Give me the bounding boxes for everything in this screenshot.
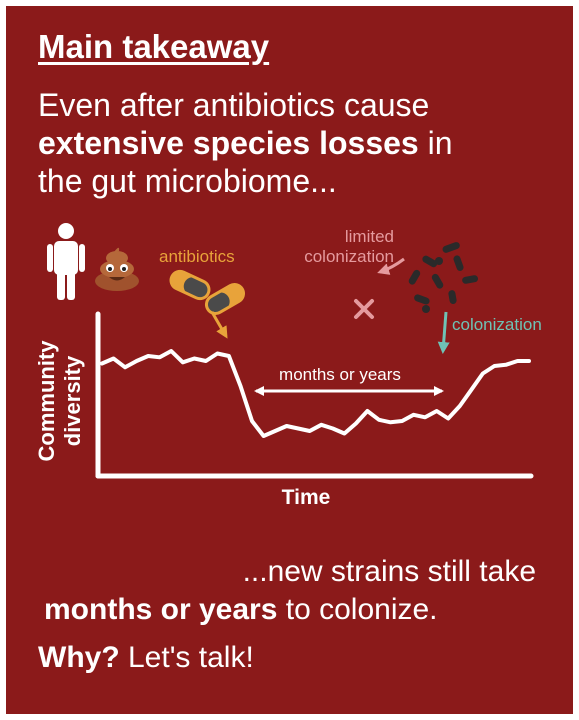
bacteria-icon	[408, 242, 479, 313]
blocked-x-icon	[354, 299, 374, 319]
person-icon	[47, 223, 85, 300]
limited-label-line-2: colonization	[304, 247, 394, 266]
intro-line-2-rest: in	[418, 125, 453, 161]
antibiotics-label: antibiotics	[159, 247, 235, 266]
outro-line-3: Why? Let's talk!	[38, 640, 254, 676]
diversity-diagram: antibiotics limited colonization	[34, 223, 542, 509]
x-axis-label: Time	[282, 486, 331, 509]
colonization-label: colonization	[452, 315, 542, 334]
intro-line-3: the gut microbiome...	[38, 163, 337, 199]
intro-bold-phrase: extensive species losses	[38, 125, 419, 161]
colonization-arrow	[437, 311, 450, 354]
heading: Main takeaway	[38, 28, 270, 65]
pill-icon	[169, 269, 246, 315]
y-axis-label-line-1: Community	[34, 340, 59, 462]
outro-bold-phrase: months or years	[44, 593, 278, 626]
diversity-series-line	[100, 349, 531, 438]
y-axis-label-line-2: diversity	[60, 355, 85, 446]
outro-line-2-rest: to colonize.	[277, 593, 438, 626]
antibiotics-arrow	[210, 311, 228, 339]
intro-line-2: extensive species losses in	[38, 124, 453, 162]
takeaway-card: Main takeaway Even after antibiotics cau…	[6, 6, 573, 714]
outro-line-2: months or years to colonize.	[44, 592, 438, 628]
stool-icon	[95, 247, 139, 291]
duration-label: months or years	[279, 365, 401, 384]
limited-label-line-1: limited	[345, 227, 394, 246]
outro-question: Why?	[38, 641, 120, 674]
outro-line-1: ...new strains still take	[242, 555, 536, 588]
outro-line-3-rest: Let's talk!	[119, 641, 254, 674]
intro-line-1: Even after antibiotics cause	[38, 87, 430, 123]
limited-arrow	[377, 257, 405, 275]
